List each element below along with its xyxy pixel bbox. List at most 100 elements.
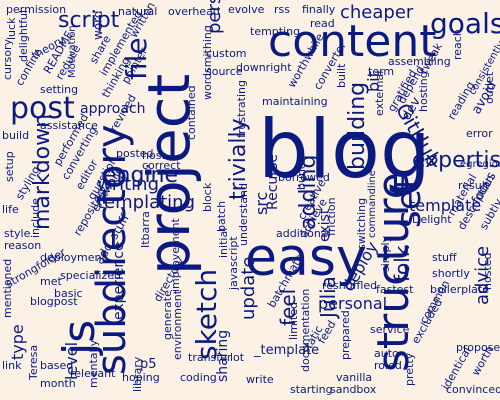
word-contained: contained xyxy=(185,85,198,140)
word-javascript: javascript xyxy=(227,236,240,290)
word-finally: finally xyxy=(302,3,336,16)
word-convinced: convinced xyxy=(446,383,500,396)
word-folk: folk xyxy=(390,245,414,282)
word-overhead: overhead xyxy=(168,5,220,18)
word-script: script xyxy=(58,8,120,33)
word-generate: generate xyxy=(161,290,174,340)
word-assistance: assistance xyxy=(40,119,98,132)
word-result: result xyxy=(458,179,490,192)
word-natural: natural xyxy=(118,5,158,18)
word-auto: auto xyxy=(374,347,399,360)
word-propose: propose xyxy=(456,341,500,354)
word-template: template xyxy=(409,196,482,215)
word-hoping: hoping xyxy=(122,371,160,384)
word-building: building xyxy=(345,81,370,170)
word-feed: feed xyxy=(315,318,339,346)
word-roled: roled xyxy=(374,359,402,372)
word-delight: Delight xyxy=(412,213,452,226)
word-built: built xyxy=(335,63,348,88)
word-hosted: hosted xyxy=(481,252,494,291)
word-commandline: commandline xyxy=(367,170,378,238)
word-downright: downright xyxy=(236,61,292,74)
word-itbarra: Itbarra xyxy=(139,211,152,248)
word-mentioned: mentioned xyxy=(1,258,14,318)
word-reason: reason xyxy=(4,239,42,252)
word-prepared: prepared xyxy=(339,310,352,360)
word-transfer: transfer xyxy=(188,351,232,364)
word-external: external xyxy=(373,70,386,116)
word-egregiou: egregiou xyxy=(460,159,500,170)
word-wordsmithing: wordsmithing xyxy=(201,25,214,100)
word-evolve: evolve xyxy=(228,3,265,16)
word-maintaining: maintaining xyxy=(262,95,328,108)
word-cursory: cursory xyxy=(1,38,14,80)
word-underscore-template: _template xyxy=(254,343,320,358)
word-reshuffled: reshuffled xyxy=(322,279,378,292)
word-permission: permission xyxy=(6,3,67,16)
word-life: life xyxy=(2,203,19,216)
word-assembling: assembling xyxy=(388,55,451,68)
word-limited: limited xyxy=(287,302,300,340)
word-term: term xyxy=(368,65,395,78)
word-outlet: outlet xyxy=(483,71,496,104)
word-engine: engine xyxy=(103,163,179,188)
word-based: based xyxy=(40,359,74,372)
word-teresa: Teresa xyxy=(27,344,40,380)
word-expertise: expertise xyxy=(412,148,500,173)
word-exist: exist xyxy=(317,208,333,242)
word-read: read xyxy=(310,17,335,30)
word-link: link xyxy=(2,359,22,372)
word-shortly: shortly xyxy=(432,267,470,280)
word-met: met xyxy=(40,275,62,288)
word-bunch: bunch xyxy=(295,156,308,190)
word-borrowed: borrowed xyxy=(278,171,330,184)
word-improvement: improvement xyxy=(169,218,182,292)
word-easy: easy xyxy=(245,228,367,288)
word-source: source xyxy=(206,65,243,78)
word-setting: setting xyxy=(40,83,79,96)
word-host: host xyxy=(142,149,166,162)
word-style: style xyxy=(4,227,31,240)
word-content: content xyxy=(268,16,437,67)
word-vanilla: vanilla xyxy=(336,371,373,384)
word-build: build xyxy=(2,129,30,142)
word-deployment: deployment xyxy=(40,251,106,264)
word-relevant: relevant xyxy=(70,367,116,380)
word-templating: templating xyxy=(97,192,196,213)
word-blog: blog xyxy=(258,103,431,196)
word-custom: custom xyxy=(206,47,247,60)
word-cheaper: cheaper xyxy=(340,2,414,23)
word-sandbox: sandbox xyxy=(330,383,377,396)
word-posted: posted xyxy=(116,147,154,160)
word-personal: personal xyxy=(318,294,388,313)
word-write: write xyxy=(246,373,274,386)
word-delightful: delightful xyxy=(17,9,30,62)
word-goals: goals xyxy=(430,7,500,40)
word-reading: reading xyxy=(445,79,478,122)
word-include: include xyxy=(29,198,42,238)
word-approach: approach xyxy=(80,101,146,117)
word-service: service xyxy=(370,323,410,336)
word-correct: correct xyxy=(142,159,181,172)
word-p5: p5 xyxy=(140,357,157,372)
word-simply: simply xyxy=(379,235,392,272)
word-writing: writing xyxy=(97,174,160,195)
word-specialized: specialized xyxy=(60,269,121,282)
word-boilerplate: boilerplate xyxy=(430,283,489,296)
word-basic: basic xyxy=(54,287,83,300)
word-pretty: pretty xyxy=(403,352,416,386)
word-reach: reach xyxy=(451,29,464,60)
word-month: month xyxy=(40,377,76,390)
word-blogpost: blogpost xyxy=(30,295,78,308)
word-motivation: Motivation xyxy=(67,25,78,78)
word-stuff: stuff xyxy=(432,251,457,264)
word-rss: rss xyxy=(274,3,290,16)
word-update: update xyxy=(238,256,259,320)
word-setup: setup xyxy=(3,151,16,182)
word-lot: lot xyxy=(230,351,245,364)
word-mentally: mentally xyxy=(87,339,100,388)
word-frustrating: frustrating xyxy=(235,80,248,138)
word-luck: luck xyxy=(5,17,18,40)
word-fastest: fastest xyxy=(376,283,414,296)
